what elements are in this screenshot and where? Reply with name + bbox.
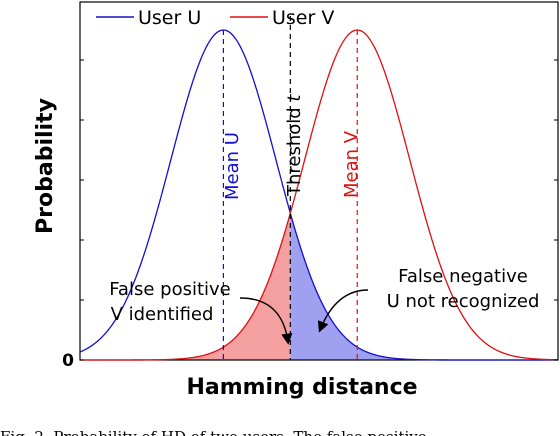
false-positive-region	[80, 213, 291, 360]
mean-u-label: Mean U	[222, 132, 243, 200]
y-ticks: 0	[62, 59, 558, 371]
plot-frame	[79, 1, 559, 361]
false-positive-label-line2: V identified	[111, 304, 214, 325]
threshold-label: Threshold t	[284, 94, 305, 197]
threshold-label-var: t	[284, 94, 305, 102]
legend-label-user-u: User U	[138, 7, 201, 29]
false-negative-region	[290, 213, 558, 360]
series-user-u-line	[79, 29, 558, 361]
legend: User U User V	[96, 7, 334, 29]
legend-label-user-v: User V	[272, 7, 334, 29]
mean-v-label: Mean V	[341, 130, 362, 198]
false-negative-label-line1: False negative	[398, 266, 528, 287]
x-axis-label: Hamming distance	[186, 375, 417, 400]
false-negative-arrow	[317, 289, 369, 333]
error-regions	[80, 213, 558, 360]
y-axis-label: Probability	[33, 98, 58, 234]
false-negative-label-line2: U not recognized	[387, 291, 540, 312]
series-user-v-line	[80, 29, 559, 361]
false-positive-arrow	[239, 297, 293, 345]
y-tick-label: 0	[62, 351, 74, 371]
threshold-label-prefix: Threshold	[284, 102, 305, 197]
false-positive-label-line1: False positive	[109, 279, 231, 300]
figure-caption: Fig. 2. Probability of HD of two users. …	[0, 422, 560, 436]
